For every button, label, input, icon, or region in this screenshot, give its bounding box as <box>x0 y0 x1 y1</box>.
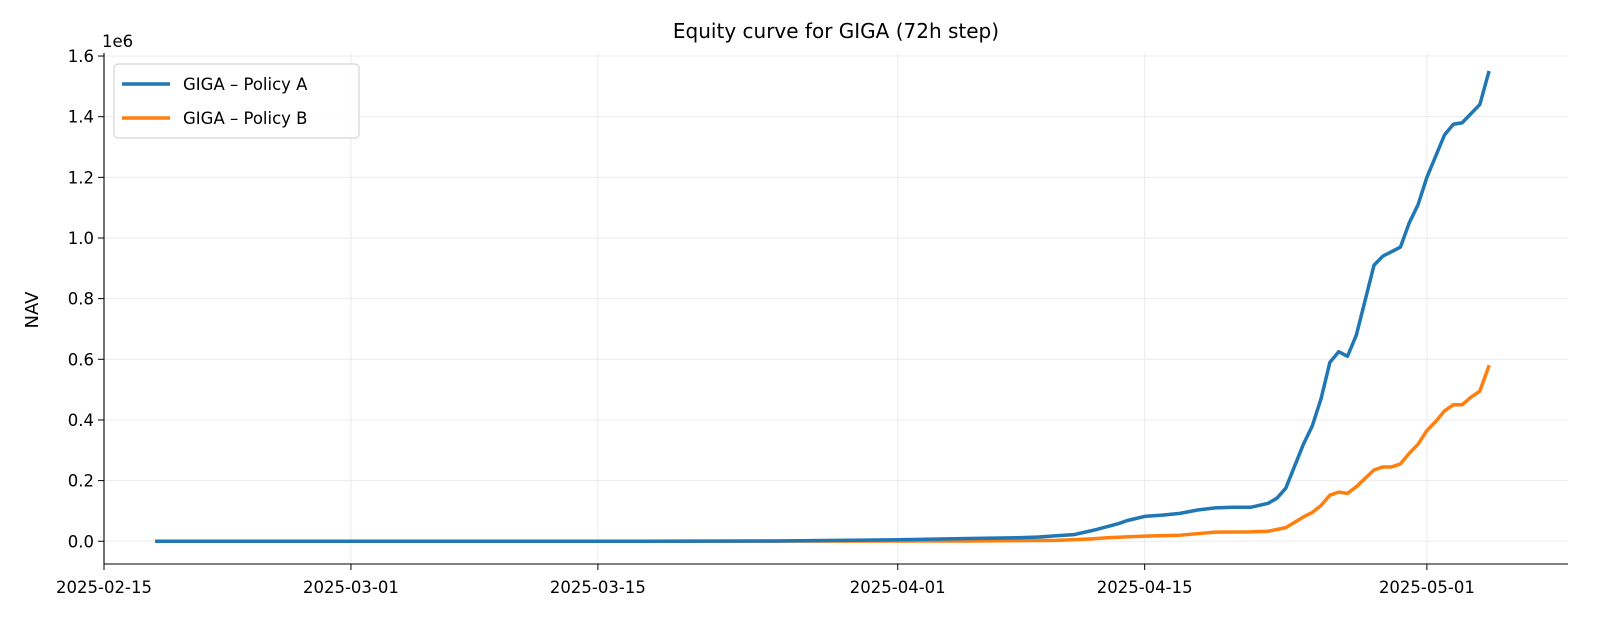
axes-layer <box>103 53 1568 565</box>
series-line-policy-a <box>155 70 1491 544</box>
legend-label-policy-b: GIGA – Policy B <box>183 109 308 128</box>
tick-layer: 0.0 0.2 0.4 0.6 0.8 1.0 1.2 1.4 1.6 2025-02-15 202… <box>56 47 1475 597</box>
series-layer <box>155 70 1491 544</box>
y-tick-label: 1.2 <box>68 168 94 187</box>
x-tick-label: 2025-05-01 <box>1379 578 1475 597</box>
y-tick-label: 0.8 <box>68 290 94 309</box>
y-tick-label: 1.0 <box>68 229 94 248</box>
y-axis-title: NAV <box>22 291 43 329</box>
x-tick-label: 2025-02-15 <box>56 578 152 597</box>
legend: GIGA – Policy A GIGA – Policy B <box>113 63 360 139</box>
y-tick-label: 0.0 <box>68 532 94 551</box>
y-tick-label: 1.6 <box>68 47 94 66</box>
y-axis-offset-label: 1e6 <box>102 32 133 51</box>
y-tick-label: 0.2 <box>68 472 94 491</box>
x-tick-label: 2025-03-15 <box>550 578 646 597</box>
y-tick-label: 0.6 <box>68 350 94 369</box>
legend-frame <box>113 63 360 139</box>
legend-label-policy-a: GIGA – Policy A <box>183 75 308 94</box>
chart-title: Equity curve for GIGA (72h step) <box>673 19 999 43</box>
y-tick-label: 1.4 <box>68 108 94 127</box>
series-line-policy-b <box>155 364 1491 544</box>
x-tick-label: 2025-04-15 <box>1097 578 1193 597</box>
y-tick-label: 0.4 <box>68 411 94 430</box>
x-tick-label: 2025-04-01 <box>850 578 946 597</box>
x-tick-label: 2025-03-01 <box>303 578 399 597</box>
